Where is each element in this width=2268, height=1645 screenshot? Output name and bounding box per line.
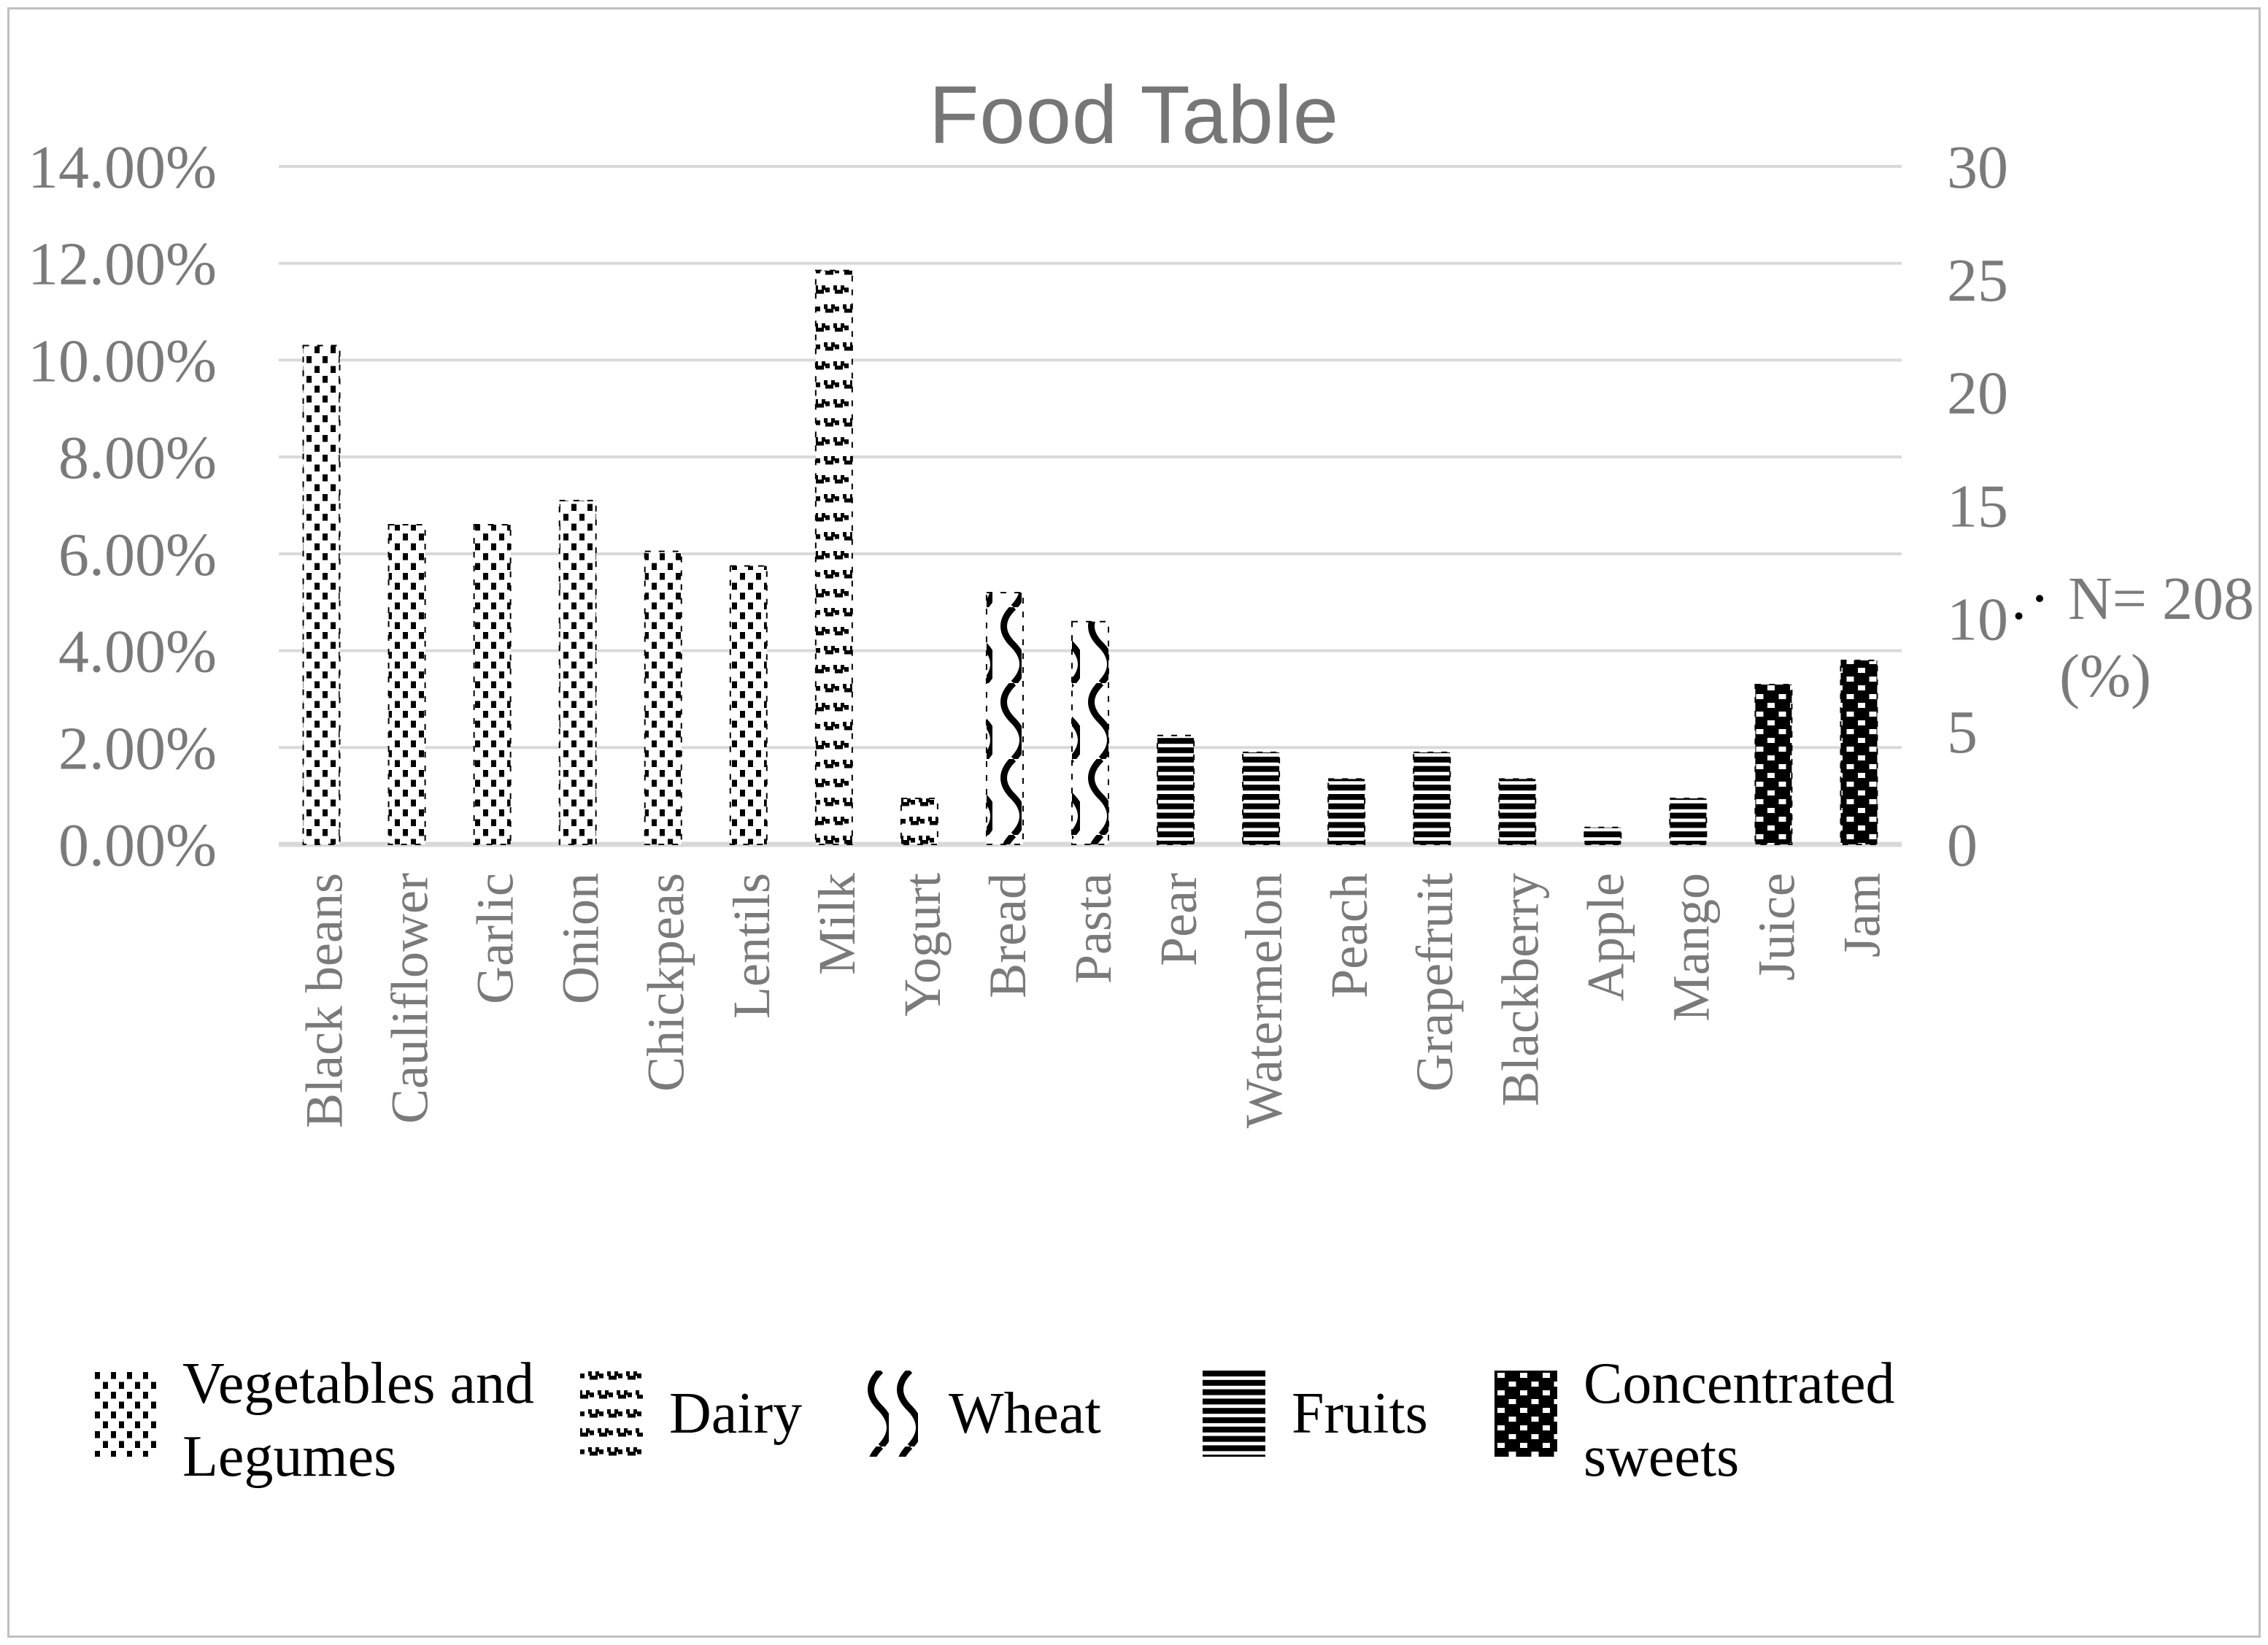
category-label-cauliflower: Cauliflower [381,873,439,1124]
bar-chickpeas [644,550,682,846]
category-label-peach: Peach [1320,873,1378,998]
right-axis-tick: 0 [1947,812,1978,879]
category-label-pasta: Pasta [1064,873,1122,984]
bar-cauliflower [387,524,426,845]
right-axis-tick: 25 [1947,247,2008,315]
category-label-pear: Pear [1149,873,1208,966]
bar-mango [1669,797,1708,845]
category-label-milk: Milk [808,873,866,975]
category-label-chickpeas: Chickpeas [637,873,695,1092]
right-axis-annotation: .· N= 208 (%) [2011,560,2268,715]
bar-black-beans [302,344,341,845]
annotation-line1: .· N= 208 [2011,560,2268,638]
right-axis-tick: 10 [1947,585,2008,653]
annotation-dots: .· [2011,565,2053,633]
category-label-mango: Mango [1662,873,1720,1022]
left-axis-ticks: 14.00% 12.00% 10.00% 8.00% 6.00% 4.00% 2.00% 0.… [28,134,217,879]
bar-juice [1754,684,1793,845]
left-axis-tick: 2.00% [58,714,217,782]
figure-border [7,7,2261,1638]
category-label-black-beans: Black beans [296,873,354,1128]
left-axis-tick: 4.00% [58,618,217,686]
category-label-garlic: Garlic [466,873,525,1004]
category-label-grapefruit: Grapefruit [1405,873,1464,1092]
bar-garlic [473,524,512,845]
bar-lentils [729,565,768,845]
category-label-blackberry: Blackberry [1491,873,1549,1106]
bar-yogurt [900,797,938,845]
right-axis-tick: 5 [1947,698,1978,766]
bar-blackberry [1498,778,1537,845]
left-axis-tick: 8.00% [58,424,217,492]
left-axis-tick: 14.00% [28,134,217,201]
bar-jam [1840,659,1878,845]
right-axis-tick: 20 [1947,360,2008,428]
category-label-watermelon: Watermelon [1235,873,1293,1128]
left-axis-tick: 6.00% [58,521,217,589]
category-label-yogurt: Yogurt [893,873,952,1017]
category-label-juice: Juice [1747,873,1805,981]
left-axis-tick: 10.00% [28,327,217,395]
bar-pasta [1071,620,1109,845]
right-axis-tick: 15 [1947,473,2008,541]
category-label-apple: Apple [1576,873,1635,1001]
annotation-n-value: N= 208 [2067,565,2255,633]
bar-grapefruit [1413,751,1451,845]
bar-bread [985,591,1024,845]
bar-apple [1584,826,1622,846]
bar-peach [1327,778,1366,845]
left-axis-tick: 0.00% [58,812,217,879]
chart-title: Food Table [928,69,1340,161]
right-axis-ticks: 30 25 20 15 10 5 0 [1947,134,2008,879]
bar-pear [1157,734,1195,845]
category-label-onion: Onion [552,873,610,1004]
bar-watermelon [1242,751,1281,845]
bars [302,269,1878,846]
right-axis-tick: 30 [1947,134,2008,201]
annotation-line2: (%) [2059,642,2151,710]
bar-milk [814,269,853,845]
category-labels: Black beans Cauliflower Garlic Onion Chickpe… [296,873,1891,1128]
category-label-lentils: Lentils [722,873,781,1019]
left-axis-tick: 12.00% [28,231,217,298]
category-label-bread: Bread [979,873,1037,998]
category-label-jam: Jam [1832,873,1891,958]
bar-onion [558,499,597,845]
